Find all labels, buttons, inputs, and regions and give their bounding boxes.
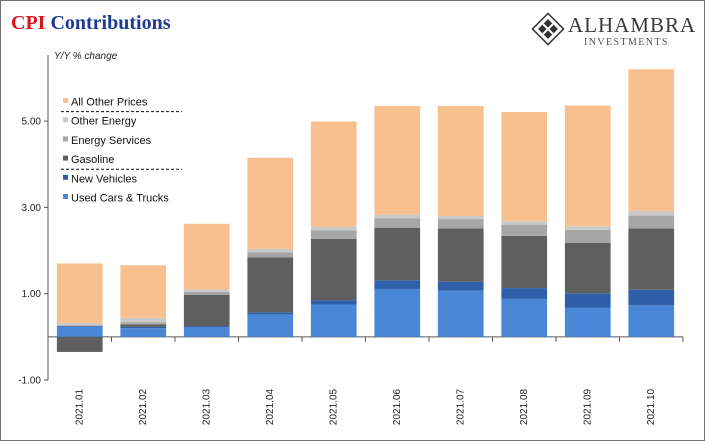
bar-segment [247, 157, 294, 249]
bar-segment [628, 210, 675, 216]
chart-title-cpi: CPI [11, 12, 46, 34]
bar-segment [501, 235, 548, 289]
legend-label: Gasoline [71, 154, 114, 166]
bar-segment [310, 121, 357, 227]
bar-segment [437, 105, 484, 217]
bar-segment [247, 252, 294, 258]
bar-segment [501, 298, 548, 337]
legend-label: Energy Services [71, 135, 152, 147]
bar-segment [120, 324, 167, 327]
x-tick-label: 2021.02 [138, 388, 149, 425]
bar-segment [628, 289, 675, 306]
bar-segment [564, 293, 611, 308]
bars-layer [56, 69, 675, 352]
bar-segment [56, 326, 103, 337]
bar-segment [310, 230, 357, 239]
bar-segment [247, 312, 294, 315]
bar-segment [183, 294, 230, 327]
bar-segment [501, 224, 548, 236]
legend-swatch [63, 98, 68, 103]
bar-segment [374, 280, 421, 289]
bar-segment [247, 257, 294, 313]
bar-segment [183, 223, 230, 290]
x-tick-label: 2021.08 [519, 388, 530, 425]
y-tick-label: 5.00 [22, 117, 42, 128]
y-tick-label: 1.00 [22, 289, 42, 300]
axes-layer: -1.00 1.00 3.00 5.00 2021.01 2021.02 2021.03 20… [18, 55, 684, 425]
bar-segment [437, 219, 484, 229]
bar-segment [501, 288, 548, 299]
bar-segment [120, 265, 167, 318]
bar-segment [628, 228, 675, 290]
bar-segment [374, 105, 421, 215]
legend-label: All Other Prices [71, 97, 148, 109]
bar-segment [501, 112, 548, 222]
x-tick-label: 2021.06 [392, 388, 403, 425]
bar-segment [183, 327, 230, 337]
bar-segment [120, 328, 167, 337]
bar-segment [437, 281, 484, 291]
bar-segment [564, 307, 611, 337]
alhambra-logo: ALHAMBRA INVESTMENTS [530, 10, 695, 50]
legend-swatch [63, 136, 68, 142]
bar-segment [374, 218, 421, 228]
bar-segment [564, 229, 611, 243]
bar-segment [310, 226, 357, 231]
bar-segment [56, 326, 103, 327]
legend-layer: All Other Prices Other Energy Energy Servi… [61, 97, 182, 205]
bar-segment [56, 336, 103, 352]
bar-segment [564, 105, 611, 227]
bar-segment [183, 289, 230, 292]
bar-segment [247, 314, 294, 337]
bar-segment [437, 228, 484, 282]
legend-swatch [63, 174, 68, 180]
legend-swatch [63, 155, 68, 161]
x-tick-label: 2021.09 [582, 388, 593, 425]
bar-segment [628, 305, 675, 337]
bar-segment [120, 326, 167, 329]
bar-segment [374, 227, 421, 281]
x-tick-label: 2021.01 [74, 388, 85, 425]
x-tick-label: 2021.10 [646, 388, 657, 425]
legend-swatch [63, 117, 68, 123]
bar-segment [628, 69, 675, 211]
bar-segment [374, 214, 421, 219]
bar-segment [56, 323, 103, 326]
bar-segment [437, 216, 484, 220]
bar-segment [564, 242, 611, 294]
x-tick-label: 2021.03 [201, 388, 212, 425]
bar-segment [501, 221, 548, 225]
x-tick-label: 2021.04 [265, 388, 276, 425]
x-tick-label: 2021.05 [328, 388, 339, 425]
bar-segment [310, 300, 357, 305]
bar-segment [628, 215, 675, 229]
logo-subtitle: INVESTMENTS [584, 37, 669, 48]
bar-segment [310, 238, 357, 301]
bar-segment [183, 291, 230, 295]
legend-label: Used Cars & Trucks [71, 193, 169, 205]
chart-title: CPI Contributions [11, 12, 170, 35]
legend-label: New Vehicles [71, 173, 138, 185]
legend-label: Other Energy [71, 116, 137, 128]
bar-segment [56, 325, 103, 327]
bar-segment [310, 304, 357, 337]
legend-swatch [63, 194, 68, 199]
bar-segment [247, 248, 294, 253]
bar-segment [564, 226, 611, 230]
bar-segment [437, 290, 484, 337]
chart-title-rest: Contributions [50, 12, 171, 34]
bar-segment [120, 322, 167, 325]
x-tick-label: 2021.07 [455, 388, 466, 425]
logo-name: ALHAMBRA [568, 13, 697, 37]
bar-segment [374, 288, 421, 337]
y-tick-label: -1.00 [18, 376, 41, 387]
diamond-logo-icon [531, 12, 565, 46]
bar-segment [183, 326, 230, 328]
bar-segment [56, 263, 103, 324]
bar-segment [120, 317, 167, 323]
y-axis-label: Y/Y % change [54, 51, 118, 62]
y-tick-label: 3.00 [22, 203, 42, 214]
